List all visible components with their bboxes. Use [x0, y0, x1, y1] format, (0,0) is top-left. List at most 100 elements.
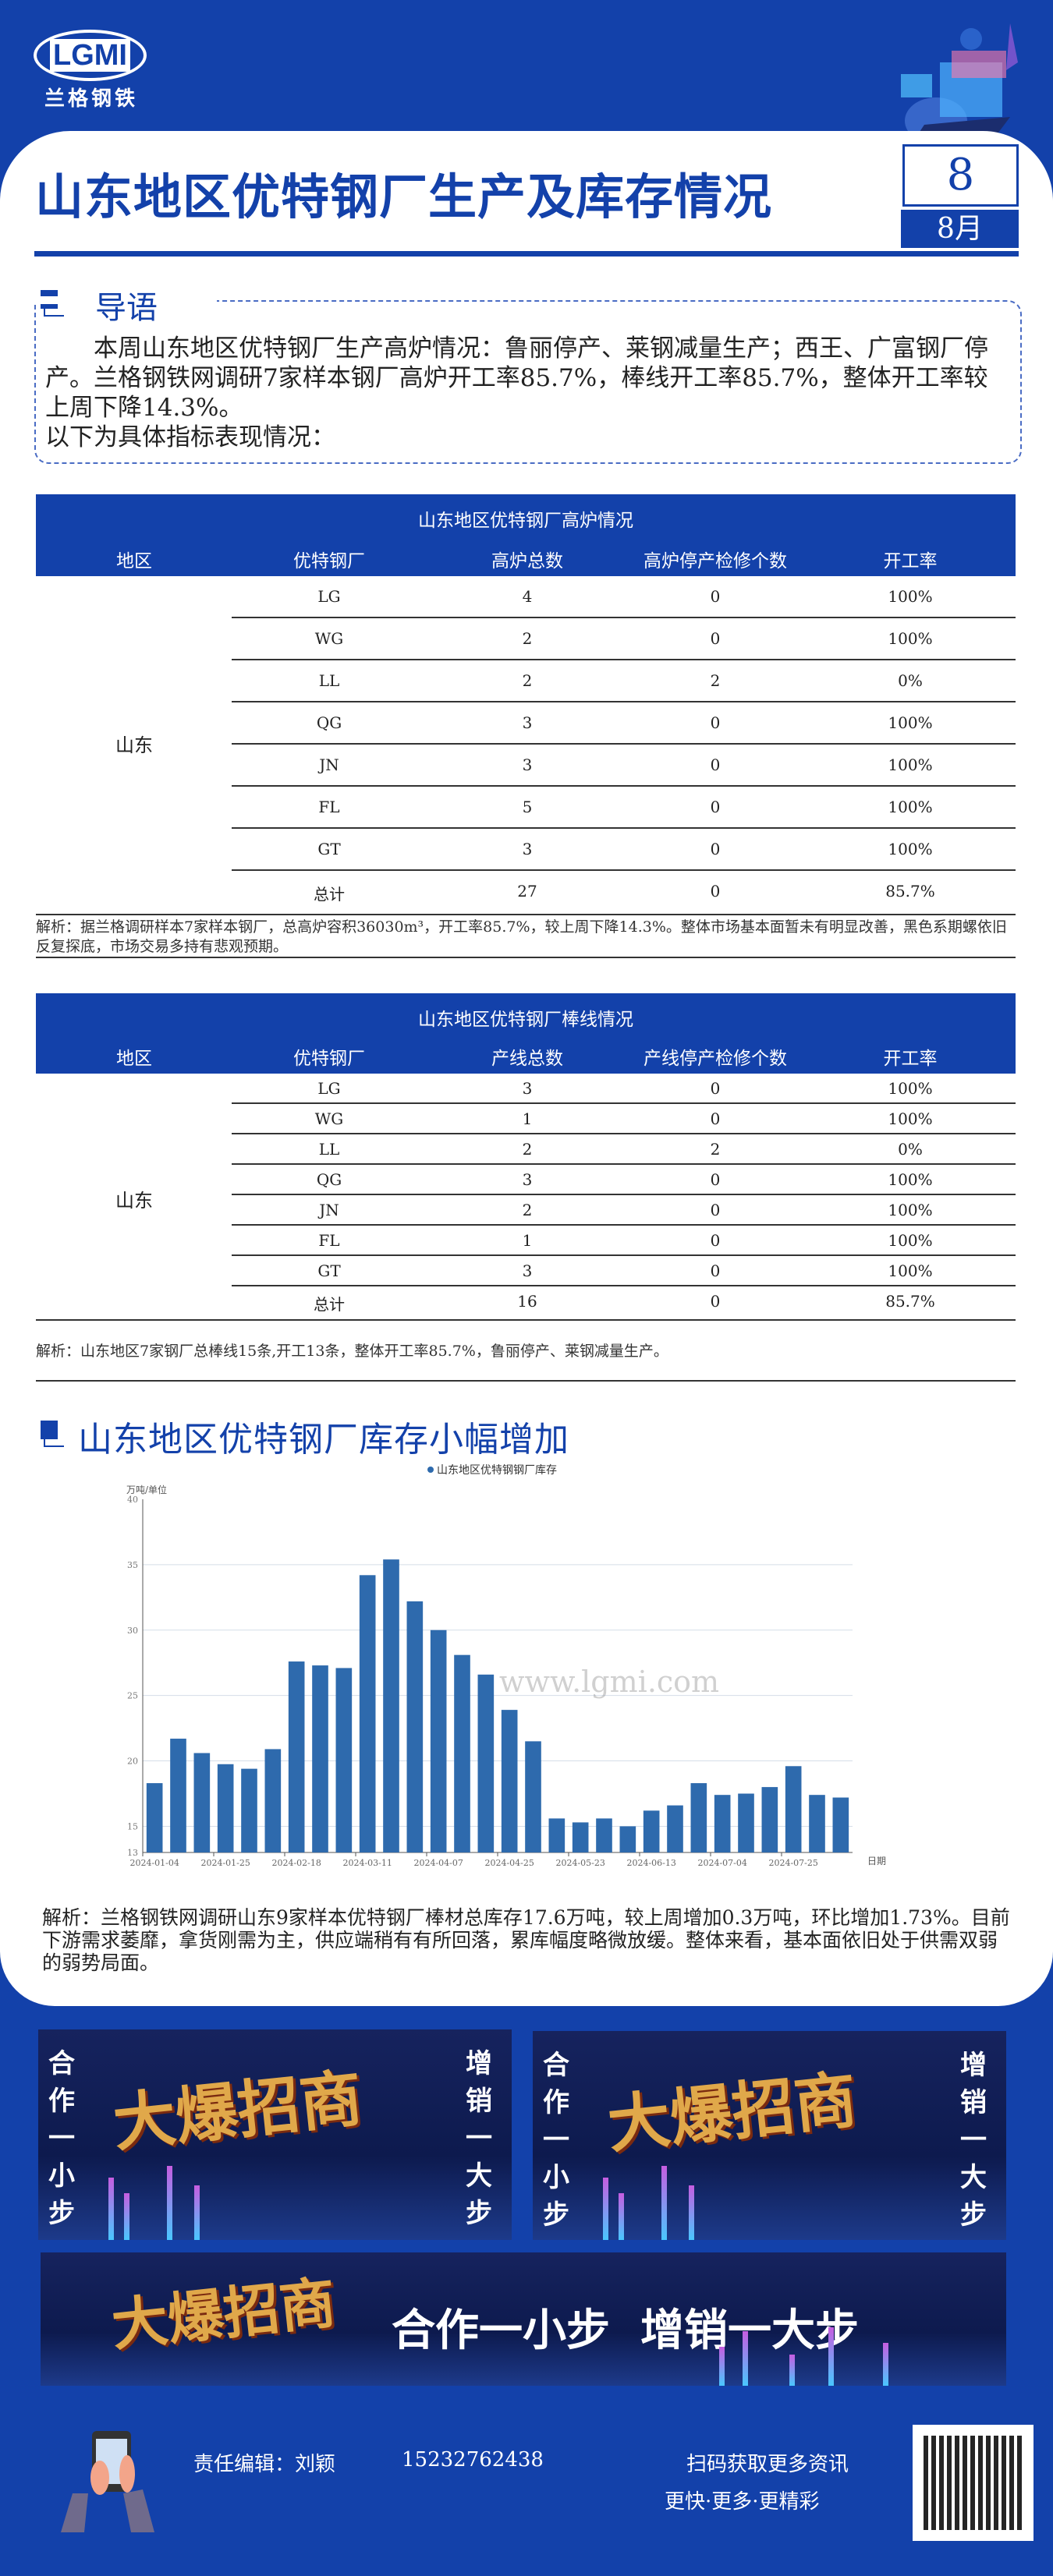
- laptop-illustration: [901, 23, 1018, 144]
- stopped-count: 0: [710, 1261, 721, 1280]
- x-axis-label: 日期: [867, 1856, 886, 1867]
- stopped-count: 0: [710, 1291, 721, 1311]
- stopped-count: 0: [710, 1169, 721, 1189]
- x-tick-label: 2024-04-07: [413, 1858, 463, 1868]
- total-count: 5: [522, 798, 533, 816]
- col-region: 地区: [116, 1049, 152, 1069]
- inventory-bar: [241, 1768, 257, 1852]
- banner-slogan: 合作一小步 增销一大步: [392, 2305, 859, 2356]
- mill-name: 总计: [314, 1294, 345, 1314]
- lgmi-logo: LGMI 兰格钢铁: [34, 30, 147, 111]
- inventory-bar: [335, 1668, 353, 1852]
- mill-name: LG: [317, 1078, 341, 1098]
- bar-line-table: 山东地区优特钢厂棒线情况 地区 优特钢厂 产线总数 产线停产检修个数 开工率 山…: [36, 993, 1016, 1383]
- promo-banner-left[interactable]: 合作一小步 大爆招商 增销一大步: [38, 2029, 512, 2240]
- editor-credit: 责任编辑：刘颖: [193, 2453, 336, 2476]
- table-note: 解析：山东地区7家钢厂总棒线15条,开工13条，整体开工率85.7%，鲁丽停产、…: [36, 1343, 668, 1360]
- divider: [36, 957, 1016, 958]
- inventory-bar: [572, 1822, 589, 1852]
- dash-gap: [31, 296, 217, 304]
- stopped-count: 0: [710, 1078, 721, 1098]
- banner-left-slogan: 合作一小步: [48, 2048, 75, 2229]
- stopped-count: 0: [710, 840, 721, 858]
- inventory-bar: [643, 1810, 660, 1852]
- total-count: 2: [522, 1200, 533, 1219]
- issue-number: 8: [902, 144, 1019, 207]
- inventory-bar: [359, 1575, 376, 1852]
- mill-name: WG: [314, 1109, 344, 1128]
- inventory-bar: [548, 1818, 566, 1852]
- scan-prompt: 扫码获取更多资讯: [686, 2453, 849, 2476]
- x-tick-label: 2024-07-25: [768, 1858, 817, 1868]
- stopped-count: 0: [710, 1230, 721, 1250]
- operating-rate: 100%: [888, 798, 933, 816]
- qr-pattern: [924, 2436, 1023, 2530]
- inventory-bar: [383, 1559, 399, 1852]
- total-count: 3: [522, 840, 533, 858]
- divider: [36, 914, 1016, 915]
- table-row: JN 2 0 100%: [232, 1195, 1016, 1226]
- stopped-count: 0: [710, 882, 721, 901]
- inventory-section-title: 山东地区优特钢厂库存小幅增加: [78, 1420, 569, 1460]
- inventory-bar: [832, 1797, 849, 1852]
- y-tick-label: 20: [127, 1757, 138, 1767]
- table-header: 山东地区优特钢厂棒线情况 地区 优特钢厂 产线总数 产线停产检修个数 开工率: [36, 993, 1016, 1074]
- inventory-analysis: 解析：兰格钢铁网调研山东9家样本优特钢厂棒材总库存17.6万吨，较上周增加0.3…: [42, 1906, 1010, 1974]
- col-rate: 开工率: [883, 551, 938, 571]
- inventory-bar: [714, 1795, 731, 1852]
- table-note: 解析：据兰格调研样本7家样本钢厂，总高炉容积36030m³，开工率85.7%，较…: [36, 918, 1007, 955]
- table-row: LL 2 2 0%: [232, 660, 1016, 702]
- col-stopped: 产线停产检修个数: [644, 1049, 787, 1069]
- x-tick-label: 2024-05-23: [555, 1858, 604, 1868]
- total-count: 3: [522, 713, 533, 732]
- y-axis-label: 万吨/单位: [126, 1484, 167, 1495]
- footer-slogan: 更快·更多·更精彩: [665, 2490, 820, 2514]
- y-tick-label: 25: [127, 1691, 138, 1701]
- mill-name: QG: [316, 1169, 342, 1189]
- divider: [36, 1319, 1016, 1321]
- qr-code[interactable]: [913, 2425, 1034, 2541]
- operating-rate: 0%: [898, 1139, 923, 1159]
- inventory-bar: [454, 1654, 470, 1852]
- banner-headline: 大爆招商: [604, 2063, 860, 2162]
- col-mill: 优特钢厂: [293, 1049, 365, 1069]
- intro-lead: 以下为具体指标表现情况：: [45, 423, 335, 451]
- inventory-bar: [217, 1764, 234, 1852]
- mill-name: LL: [318, 1139, 340, 1159]
- operating-rate: 100%: [888, 713, 933, 732]
- mill-name: GT: [317, 840, 341, 858]
- table-title: 山东地区优特钢厂棒线情况: [418, 1010, 633, 1030]
- promo-banner-right[interactable]: 合作一小步 大爆招商 增销一大步: [533, 2031, 1006, 2240]
- y-tick-label: 13: [127, 1848, 138, 1858]
- x-tick-label: 2024-01-04: [129, 1858, 179, 1868]
- stopped-count: 0: [710, 713, 721, 732]
- inventory-bar: [809, 1795, 825, 1852]
- editor-phone: 15232762438: [402, 2448, 544, 2472]
- x-tick-label: 2024-04-25: [484, 1858, 534, 1868]
- operating-rate: 85.7%: [885, 1291, 935, 1311]
- stopped-count: 2: [710, 671, 721, 690]
- x-tick-label: 2024-01-25: [200, 1858, 250, 1868]
- col-rate: 开工率: [883, 1049, 938, 1069]
- mill-name: QG: [316, 713, 342, 732]
- inventory-bar: [288, 1661, 305, 1852]
- total-count: 27: [517, 882, 537, 901]
- inventory-bar: [193, 1753, 211, 1852]
- total-count: 2: [522, 1139, 533, 1159]
- legend-marker: [427, 1467, 434, 1473]
- title-divider: [34, 251, 1019, 257]
- phone-in-hand-illustration: [61, 2431, 154, 2532]
- issue-month: 8月: [901, 210, 1019, 248]
- promo-banner-wide[interactable]: 大爆招商 合作一小步 增销一大步: [41, 2252, 1006, 2386]
- col-stopped: 高炉停产检修个数: [644, 551, 787, 571]
- logo-chinese: 兰格钢铁: [44, 87, 139, 111]
- table-row: WG 1 0 100%: [232, 1104, 1016, 1134]
- operating-rate: 100%: [888, 1261, 933, 1280]
- page-title: 山东地区优特钢厂生产及库存情况: [35, 168, 773, 225]
- table-row: GT 3 0 100%: [232, 829, 1016, 871]
- table-row: FL 5 0 100%: [232, 787, 1016, 829]
- total-count: 3: [522, 1261, 533, 1280]
- table-row: LL 2 2 0%: [232, 1134, 1016, 1165]
- operating-rate: 100%: [888, 629, 933, 648]
- intro-box: [34, 300, 1022, 464]
